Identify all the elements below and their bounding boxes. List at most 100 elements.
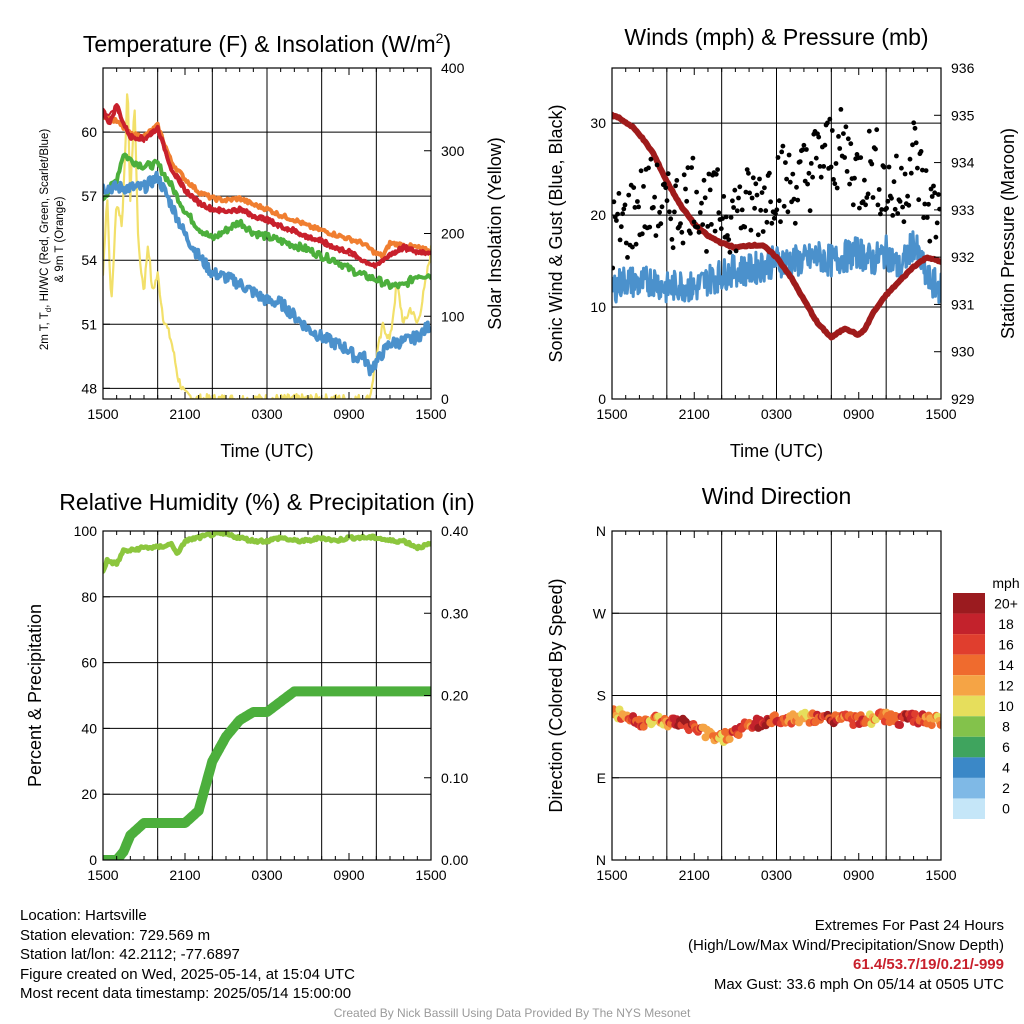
direction-point	[734, 731, 743, 739]
direction-point	[936, 720, 941, 729]
gust-point	[630, 244, 635, 250]
gust-point	[733, 248, 739, 254]
gust-point	[617, 237, 623, 243]
gust-point	[612, 199, 617, 205]
y2-tick-label: 300	[441, 143, 465, 159]
title-superscript: 2	[436, 30, 444, 46]
y2-tick-label: 200	[441, 226, 465, 242]
gust-point	[795, 197, 801, 203]
gust-point	[715, 167, 720, 173]
y-tick-label: 51	[81, 316, 97, 332]
gust-point	[890, 213, 896, 218]
extremes-title: Extremes For Past 24 Hours	[814, 917, 1004, 934]
max-gust: Max Gust: 33.6 mph On 05/14 at 0505 UTC	[713, 975, 1004, 993]
gust-point	[771, 215, 777, 221]
x-tick-label: 1500	[415, 406, 446, 422]
x-tick-label: 1500	[925, 406, 956, 422]
colorbar-swatch	[953, 757, 985, 778]
gust-point	[801, 142, 807, 148]
y-axis-label-line2: & 9m T (Orange)	[54, 196, 66, 282]
gust-point	[847, 181, 852, 187]
series-precipitation	[103, 686, 431, 860]
gust-point	[875, 202, 881, 208]
y2-tick-label: 0.20	[441, 688, 468, 704]
y-tick-label: N	[596, 852, 606, 868]
gust-point	[805, 181, 810, 187]
gust-point	[850, 202, 856, 208]
gust-point	[934, 220, 940, 226]
gust-point	[618, 224, 624, 230]
gust-point	[701, 177, 707, 183]
gust-point	[923, 168, 929, 174]
y-tick-label: 60	[81, 655, 97, 671]
x-tick-label: 0300	[251, 406, 282, 422]
y-tick-label: 54	[81, 252, 97, 268]
y-tick-label: 48	[81, 380, 97, 396]
gust-point	[813, 155, 819, 161]
colorbar-swatch	[953, 695, 985, 717]
gust-point	[614, 218, 619, 223]
gust-point	[774, 207, 780, 213]
gust-point	[841, 131, 846, 137]
y-label-subscript: d	[44, 308, 53, 312]
gust-point	[773, 211, 778, 217]
gust-point	[902, 171, 908, 177]
gust-point	[806, 170, 812, 176]
title-part: Temperature (F) & Insolation (W/m	[83, 31, 436, 57]
x-tick-label: 0900	[333, 867, 364, 883]
gust-point	[900, 204, 905, 210]
extremes-subtitle: (High/Low/Max Wind/Precipitation/Snow De…	[688, 936, 1004, 954]
y-tick-label: S	[597, 688, 606, 704]
gust-point	[646, 165, 651, 171]
gust-point	[757, 176, 762, 182]
gust-point	[648, 156, 654, 162]
colorbar-swatch	[953, 777, 985, 799]
gust-point	[739, 207, 745, 213]
direction-point	[639, 722, 648, 731]
figure-created: Figure created on Wed, 2025-05-14, at 15…	[20, 965, 355, 983]
gust-point	[641, 184, 646, 189]
gust-point	[858, 155, 864, 161]
gust-point	[857, 205, 862, 211]
gust-point	[742, 224, 748, 230]
gust-point	[759, 190, 765, 196]
y-tick-label: 0	[598, 391, 606, 407]
gust-point	[626, 192, 632, 198]
gust-point	[718, 226, 724, 232]
y-tick-label: 0	[89, 852, 97, 868]
gust-point	[897, 199, 903, 204]
y2-tick-label: 0.10	[441, 770, 468, 786]
gust-point	[621, 206, 627, 212]
gust-point	[748, 227, 754, 233]
gust-point	[697, 210, 703, 215]
gust-point	[683, 186, 688, 192]
gust-point	[908, 170, 914, 176]
gust-point	[864, 195, 870, 200]
gust-point	[848, 141, 854, 147]
y-tick-label: E	[597, 770, 606, 786]
colorbar-tick-label: 8	[1002, 719, 1010, 735]
y-tick-label: 100	[74, 523, 98, 539]
gust-point	[891, 179, 897, 185]
x-tick-label: 1500	[925, 867, 956, 883]
station-info: Location: Hartsville Station elevation: …	[20, 906, 355, 1004]
gust-point	[779, 149, 785, 155]
gust-point	[663, 185, 669, 191]
gust-point	[829, 128, 835, 133]
gust-point	[862, 177, 867, 183]
gust-point	[616, 191, 622, 196]
gust-point	[865, 191, 871, 197]
gust-point	[690, 155, 696, 161]
colorbar-swatch	[953, 613, 985, 635]
gust-point	[699, 200, 704, 206]
y-tick-label: 80	[81, 589, 97, 605]
gust-point	[658, 221, 664, 227]
gust-point	[678, 221, 683, 227]
x-tick-label: 1500	[596, 406, 627, 422]
gust-point	[755, 232, 761, 238]
gust-point	[786, 152, 792, 158]
y2-tick-label: 0	[441, 391, 449, 407]
plot-area	[103, 93, 431, 399]
gust-point	[731, 205, 736, 210]
colorbar-swatch	[953, 736, 985, 758]
